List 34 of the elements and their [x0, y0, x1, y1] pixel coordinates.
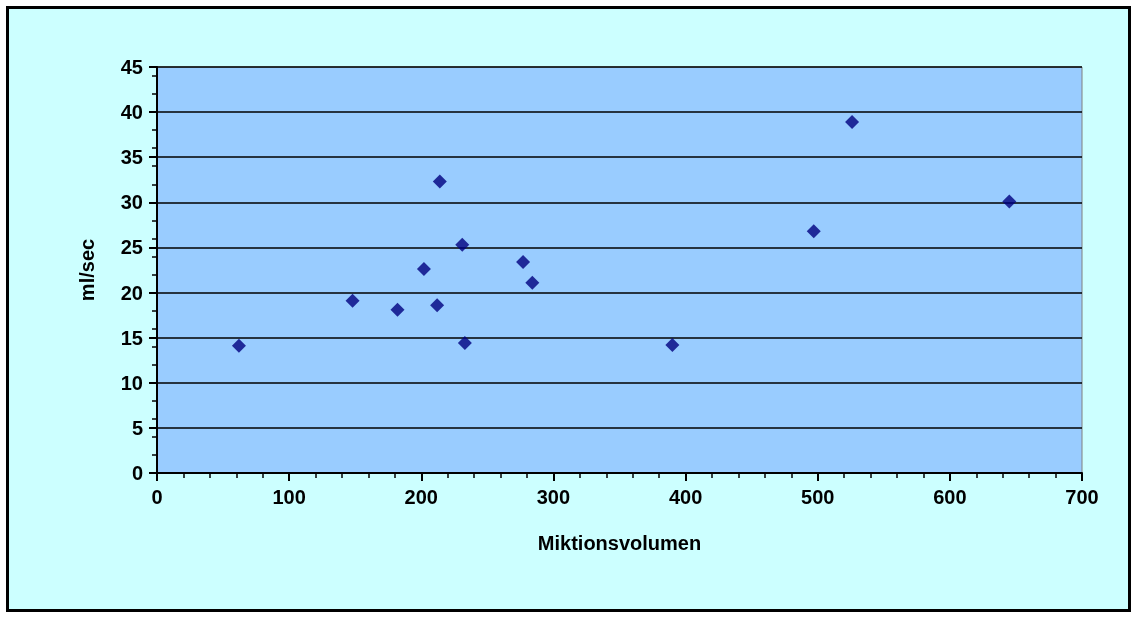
point	[231, 338, 246, 353]
point	[345, 293, 360, 308]
point	[806, 224, 821, 239]
x-tick-label: 700	[1065, 486, 1099, 508]
point	[457, 336, 472, 351]
point	[845, 115, 860, 130]
y-axis-title: ml/sec	[76, 238, 98, 302]
x-tick-label: 0	[151, 486, 163, 508]
point	[430, 298, 445, 313]
point	[525, 275, 540, 290]
x-tick-label: 100	[272, 486, 306, 508]
y-tick-label: 5	[131, 416, 143, 439]
point	[516, 254, 531, 269]
point	[416, 262, 431, 277]
point	[1002, 194, 1017, 209]
x-tick-label: 300	[536, 486, 571, 508]
x-tick-label: 400	[668, 486, 703, 508]
point	[432, 174, 447, 189]
y-tick-label: 10	[120, 371, 143, 394]
x-tick-label: 200	[404, 486, 438, 508]
x-tick-label: 600	[933, 486, 967, 508]
y-tick-label: 35	[120, 146, 143, 169]
y-tick-label: 45	[120, 56, 143, 78]
point	[455, 237, 470, 252]
y-tick-label: 25	[120, 236, 143, 259]
point	[665, 337, 680, 352]
y-tick-label: 40	[120, 101, 143, 124]
x-tick-label: 500	[801, 486, 835, 508]
y-tick-label: 20	[120, 281, 143, 304]
y-tick-label: 0	[131, 462, 143, 484]
y-tick-label: 30	[120, 191, 143, 214]
x-axis-title: Miktionsvolumen	[537, 532, 702, 554]
point	[390, 302, 405, 317]
y-tick-label: 15	[120, 326, 143, 349]
